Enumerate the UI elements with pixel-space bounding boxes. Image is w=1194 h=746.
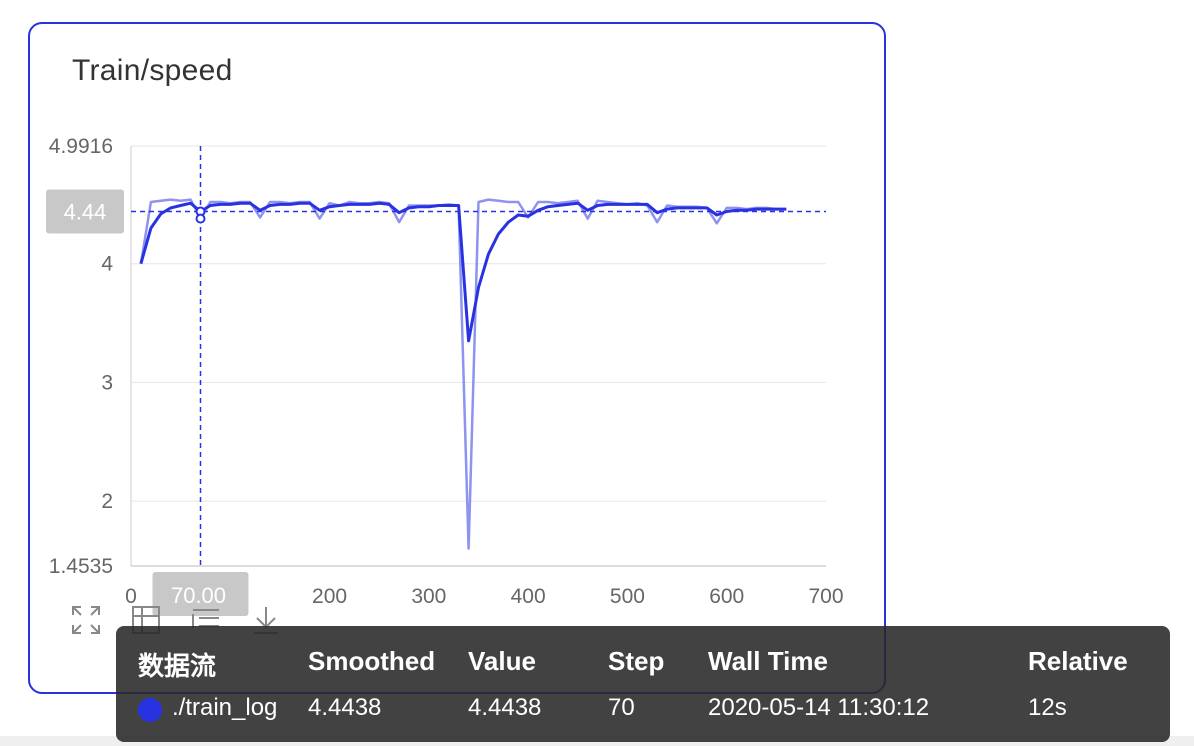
crosshair-point-raw xyxy=(195,213,206,224)
cell-wall-time: 2020-05-14 11:30:12 xyxy=(708,694,930,721)
run-color-swatch xyxy=(138,698,162,722)
hover-tooltip: 数据流 Smoothed Value Step Wall Time Relati… xyxy=(116,626,1170,742)
y-tick-label: 4 xyxy=(101,253,113,276)
fullscreen-icon[interactable] xyxy=(66,600,106,640)
x-tick-label: 400 xyxy=(511,585,546,608)
cell-step: 70 xyxy=(608,694,635,721)
filter-lines-icon[interactable] xyxy=(186,600,226,640)
col-header-value: Value xyxy=(468,646,536,676)
x-tick-label: 500 xyxy=(610,585,645,608)
cell-smoothed: 4.4438 xyxy=(308,694,382,721)
cell-run: ./train_log xyxy=(172,694,278,721)
y-tick-label: 4.9916 xyxy=(49,135,113,158)
y-tick-label: 3 xyxy=(101,371,113,394)
cell-value: 4.4438 xyxy=(468,694,542,721)
series-line-raw xyxy=(139,198,787,550)
y-crosshair-label: 4.44 xyxy=(64,199,107,224)
col-header-step: Step xyxy=(608,646,665,676)
chart-title: Train/speed xyxy=(72,54,233,87)
x-tick-label: 0 xyxy=(125,585,137,608)
col-header-wall-time: Wall Time xyxy=(708,646,828,676)
y-tick-label: 1.4535 xyxy=(49,555,113,578)
x-crosshair-label-box xyxy=(152,572,249,616)
y-tick-label: 2 xyxy=(101,490,113,513)
x-tick-label: 300 xyxy=(411,585,446,608)
y-crosshair-label-box xyxy=(46,189,124,234)
col-header-smoothed: Smoothed xyxy=(308,646,436,676)
col-header-relative: Relative xyxy=(1028,646,1128,676)
col-header-run: 数据流 xyxy=(138,651,217,681)
x-tick-label: 700 xyxy=(808,585,843,608)
cell-relative: 12s xyxy=(1028,694,1067,721)
series-line-smoothed xyxy=(139,201,787,343)
x-crosshair-label: 70.00 xyxy=(171,583,226,608)
x-tick-label: 600 xyxy=(709,585,744,608)
x-tick-label: 200 xyxy=(312,585,347,608)
